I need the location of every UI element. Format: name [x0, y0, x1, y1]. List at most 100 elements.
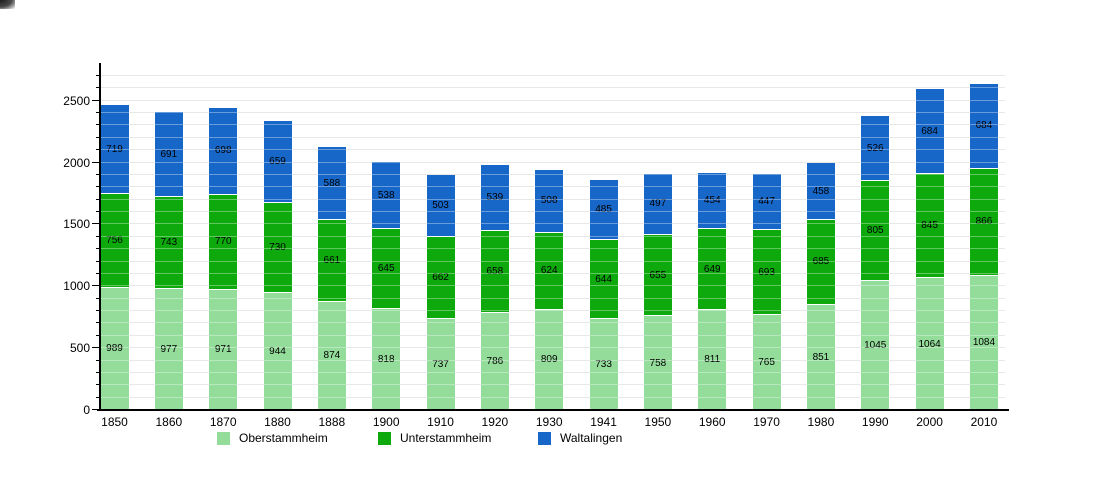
segment-oberstammheim-1960: 811 [698, 309, 727, 410]
gridline-overlay [100, 149, 1005, 151]
segment-unterstammheim-1930: 624 [535, 232, 564, 310]
x-tick-label-1900: 1900 [372, 415, 400, 429]
y-tick-label-1000: 1000 [63, 279, 90, 294]
gridline [100, 75, 1005, 76]
gridline-overlay [100, 260, 1005, 262]
gridline-overlay [100, 334, 1005, 336]
value-label: 447 [758, 195, 775, 207]
y-tick [96, 136, 100, 138]
gridline [100, 112, 1005, 114]
segment-oberstammheim-1980: 851 [806, 304, 835, 410]
gridline-overlay [100, 223, 1005, 225]
value-label: 485 [595, 203, 612, 215]
segment-oberstammheim-1910: 737 [426, 318, 455, 410]
y-tick [96, 112, 100, 114]
gridline-overlay [100, 99, 1005, 101]
bar-1960: 811 649 454 [698, 173, 727, 410]
value-label: 1064 [918, 338, 941, 350]
value-label: 661 [323, 255, 341, 266]
bar-1930: 809 624 508 [535, 169, 564, 410]
bar-1970: 765 693 447 [752, 174, 781, 410]
plot-area: 989 756 719 977 743 691 971 770 698 944 730 659 874 6… [100, 63, 1005, 410]
value-label: 684 [921, 125, 938, 137]
segment-oberstammheim-1990: 1045 [861, 280, 890, 410]
value-label: 659 [269, 156, 286, 168]
value-label: 693 [758, 266, 775, 278]
y-tick [96, 248, 100, 250]
segment-waltalingen-1880: 659 [263, 121, 292, 203]
bar-1920: 786 658 539 [480, 164, 509, 410]
value-label: 851 [812, 351, 830, 363]
segment-waltalingen-1930: 508 [535, 169, 564, 233]
value-label: 662 [432, 271, 449, 283]
value-label: 685 [812, 256, 830, 268]
legend-swatch-oberstammheim [217, 431, 230, 445]
x-tick-label-1910: 1910 [427, 415, 454, 429]
gridline-overlay [100, 211, 1005, 213]
gridline [100, 136, 1005, 138]
x-tick-label-1850: 1850 [101, 415, 128, 429]
y-tick [96, 297, 100, 299]
y-axis-line [99, 63, 101, 411]
x-tick-label-1888: 1888 [318, 415, 346, 429]
segment-oberstammheim-1941: 733 [589, 319, 618, 410]
value-label: 786 [486, 355, 504, 367]
value-label: 756 [106, 234, 123, 246]
y-tick [96, 396, 100, 398]
y-tick [96, 235, 100, 237]
segment-unterstammheim-2010: 866 [969, 168, 998, 276]
value-label: 977 [160, 344, 178, 356]
segment-unterstammheim-1970: 693 [752, 229, 781, 316]
value-label: 719 [106, 143, 123, 155]
gridline-overlay [100, 112, 1005, 114]
value-label: 1045 [864, 339, 887, 351]
y-tick [96, 371, 100, 373]
value-label: 989 [106, 343, 123, 355]
y-tick [92, 161, 100, 163]
value-label: 874 [323, 350, 341, 362]
segment-oberstammheim-2010: 1084 [969, 275, 998, 410]
segment-oberstammheim-1870: 971 [209, 289, 238, 410]
segment-unterstammheim-2000: 845 [915, 173, 944, 279]
segment-oberstammheim-1930: 809 [535, 309, 564, 410]
segment-oberstammheim-1920: 786 [480, 312, 509, 410]
segment-waltalingen-1850: 719 [100, 105, 129, 195]
gridline-overlay [100, 384, 1005, 386]
y-tick-label-2000: 2000 [63, 155, 90, 170]
x-tick-label-1880: 1880 [264, 415, 291, 429]
bar-1860: 977 743 691 [154, 111, 183, 410]
y-tick [96, 334, 100, 336]
segment-unterstammheim-1888: 661 [317, 220, 346, 302]
value-label: 539 [486, 192, 504, 204]
value-label: 691 [160, 148, 178, 160]
y-tick [96, 74, 100, 76]
segment-waltalingen-1950: 497 [643, 173, 672, 236]
segment-oberstammheim-2000: 1064 [915, 278, 944, 410]
y-tick [96, 124, 100, 126]
legend-item-oberstammheim: Oberstammheim [217, 431, 328, 445]
value-label: 458 [812, 185, 830, 197]
value-label: 818 [377, 353, 395, 365]
segment-oberstammheim-1850: 989 [100, 287, 129, 410]
segment-waltalingen-1970: 447 [752, 174, 781, 230]
gridline-overlay [100, 322, 1005, 324]
value-label: 733 [595, 359, 612, 371]
value-label: 526 [866, 142, 884, 154]
segment-waltalingen-2010: 684 [969, 84, 998, 169]
gridline-overlay [100, 87, 1005, 89]
gridline-overlay [100, 371, 1005, 373]
segment-unterstammheim-1910: 662 [426, 236, 455, 319]
y-tick [92, 99, 100, 101]
bar-2000: 1064 845 684 [915, 89, 944, 410]
bar-1880: 944 730 659 [263, 121, 292, 410]
bar-1900: 818 645 538 [372, 162, 401, 410]
y-tick-label-0: 0 [83, 403, 90, 417]
bar-1870: 971 770 698 [209, 108, 238, 410]
x-tick-label-1990: 1990 [861, 415, 889, 429]
gridline [100, 87, 1005, 89]
y-tick [96, 198, 100, 200]
segment-unterstammheim-1870: 770 [209, 194, 238, 290]
y-tick-label-1500: 1500 [63, 217, 90, 232]
legend-swatch-unterstammheim [378, 431, 391, 445]
